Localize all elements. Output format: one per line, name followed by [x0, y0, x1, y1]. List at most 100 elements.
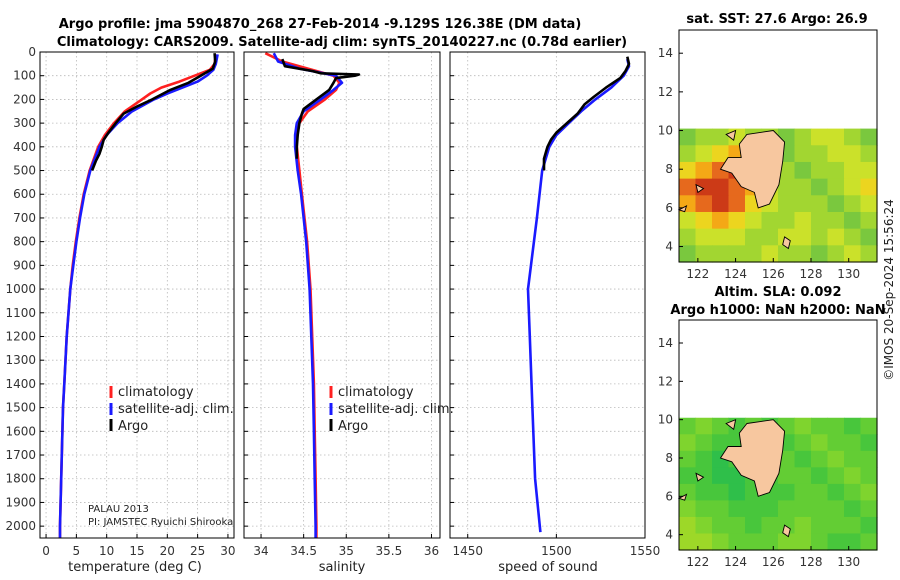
sst-heatmap-cell: [794, 161, 812, 180]
sst-heatmap-cell: [794, 128, 812, 146]
depth-tick-label: 1200: [5, 329, 36, 343]
sla-lat-tick-label: 12: [658, 374, 673, 388]
sst-heatmap-cell: [860, 195, 878, 213]
salinity-xtick-label: 35: [339, 544, 354, 558]
sst-heatmap-cell: [811, 195, 829, 213]
sst-heatmap-cell: [695, 228, 713, 246]
sla-heatmap-cell: [860, 467, 878, 485]
sst-heatmap-cell: [844, 228, 862, 246]
sst-heatmap-cell: [712, 128, 730, 146]
sst-heatmap-cell: [695, 161, 713, 180]
sst-heatmap-cell: [712, 245, 730, 263]
sst-heatmap-cell: [761, 245, 779, 263]
depth-tick-label: 1400: [5, 377, 36, 391]
sst-heatmap-cell: [728, 245, 746, 263]
temperature-xtick-label: 10: [99, 544, 114, 558]
sst-heatmap-cell: [778, 228, 796, 246]
sound-speed-xtick-label: 1500: [541, 544, 572, 558]
sla-heatmap-cell: [712, 417, 730, 435]
sst-heatmap-cell: [712, 195, 730, 213]
sla-heatmap-cell: [761, 500, 779, 518]
sst-heatmap-cell: [811, 245, 829, 263]
sst-map-frame: [678, 29, 878, 263]
salinity-xtick-label: 34: [253, 544, 268, 558]
depth-tick-label: 1900: [5, 495, 36, 509]
sla-heatmap-cell: [695, 417, 713, 435]
sla-lat-tick-label: 8: [665, 451, 673, 465]
sla-heatmap-cell: [794, 483, 812, 502]
sla-heatmap-cell: [844, 450, 862, 468]
sla-heatmap-cell: [860, 417, 878, 435]
sla-heatmap-cell: [844, 500, 862, 518]
sla-heatmap-cell: [827, 483, 845, 502]
sla-heatmap-cell: [712, 483, 730, 502]
sst-lon-tick-label: 124: [724, 267, 747, 281]
sst-lat-tick-label: 4: [665, 240, 673, 254]
sst-heatmap-cell: [811, 178, 829, 196]
sla-lat-tick-label: 6: [665, 489, 673, 503]
sst-heatmap-cell: [745, 228, 763, 246]
sla-heatmap-cell: [844, 533, 862, 551]
sla-heatmap-cell: [860, 516, 878, 535]
salinity-legend: climatology satellite-adj. clim. Argo: [329, 385, 454, 434]
sla-map-title-line2: Argo h1000: NaN h2000: NaN: [670, 303, 885, 318]
sla-heatmap-cell: [761, 516, 779, 535]
sla-land-polygon: [725, 418, 737, 431]
sst-heatmap-cell: [679, 245, 697, 263]
salinity-series-satellite-adj-clim: [272, 52, 344, 538]
depth-tick-label: 300: [13, 116, 36, 130]
sst-heatmap-cell: [712, 228, 730, 246]
sst-heatmap-cell: [794, 178, 812, 196]
sla-lon-tick-label: 122: [686, 555, 709, 569]
sst-heatmap-cell: [827, 195, 845, 213]
sst-heatmap-cell: [679, 178, 697, 196]
sst-lat-tick-label: 8: [665, 162, 673, 176]
sst-heatmap-cell: [728, 211, 746, 230]
sla-heatmap-cell: [827, 450, 845, 468]
depth-tick-label: 1600: [5, 424, 36, 438]
depth-tick-label: 800: [13, 235, 36, 249]
sst-heatmap-cell: [712, 145, 730, 163]
sst-heatmap-cell: [860, 228, 878, 246]
sla-heatmap-cell: [844, 467, 862, 485]
sla-heatmap-cell: [778, 533, 796, 551]
sst-lat-tick-label: 6: [665, 201, 673, 215]
sst-heatmap-cell: [679, 128, 697, 146]
sla-lon-tick-label: 126: [762, 555, 785, 569]
temperature-axes-frame: [39, 51, 235, 539]
sst-lon-tick-label: 126: [762, 267, 785, 281]
depth-tick-label: 0: [28, 45, 36, 59]
temperature-xlabel: temperature (deg C): [68, 560, 202, 575]
sla-heatmap-cell: [811, 500, 829, 518]
sst-heatmap-cell: [811, 128, 829, 146]
sla-heatmap-cell: [728, 483, 746, 502]
sla-heatmap-cell: [794, 417, 812, 435]
sst-heatmap-cell: [679, 161, 697, 180]
sound-speed-axes-frame: [449, 51, 646, 539]
sla-heatmap-cell: [778, 516, 796, 535]
figure-title-line1: Argo profile: jma 5904870_268 27-Feb-201…: [59, 17, 582, 32]
sla-heatmap-cell: [679, 467, 697, 485]
depth-tick-label: 1500: [5, 401, 36, 415]
depth-tick-label: 400: [13, 140, 36, 154]
sla-heatmap-cell: [695, 516, 713, 535]
sound-speed-profile-panel: 1450 1500 1550 speed of sound: [449, 51, 660, 575]
sst-land-polygon: [719, 130, 786, 209]
sst-heatmap-cell: [860, 161, 878, 180]
sst-lat-tick-label: 10: [658, 124, 673, 138]
sla-heatmap-cell: [695, 434, 713, 452]
sst-heatmap-cell: [827, 245, 845, 263]
sst-lon-tick-label: 128: [800, 267, 823, 281]
sst-heatmap-cell: [794, 195, 812, 213]
sla-heatmap-cell: [728, 533, 746, 551]
sla-heatmap-cell: [827, 533, 845, 551]
salinity-axes-frame: [243, 51, 441, 539]
sla-lat-tick-label: 10: [658, 413, 673, 427]
sst-heatmap-cell: [844, 161, 862, 180]
sla-map-title-line1: Altim. SLA: 0.092: [715, 285, 842, 300]
sst-heatmap-cell: [811, 211, 829, 230]
sst-heatmap-cell: [778, 211, 796, 230]
sla-heatmap-cell: [728, 516, 746, 535]
sst-heatmap-cell: [745, 245, 763, 263]
depth-tick-label: 100: [13, 69, 36, 83]
